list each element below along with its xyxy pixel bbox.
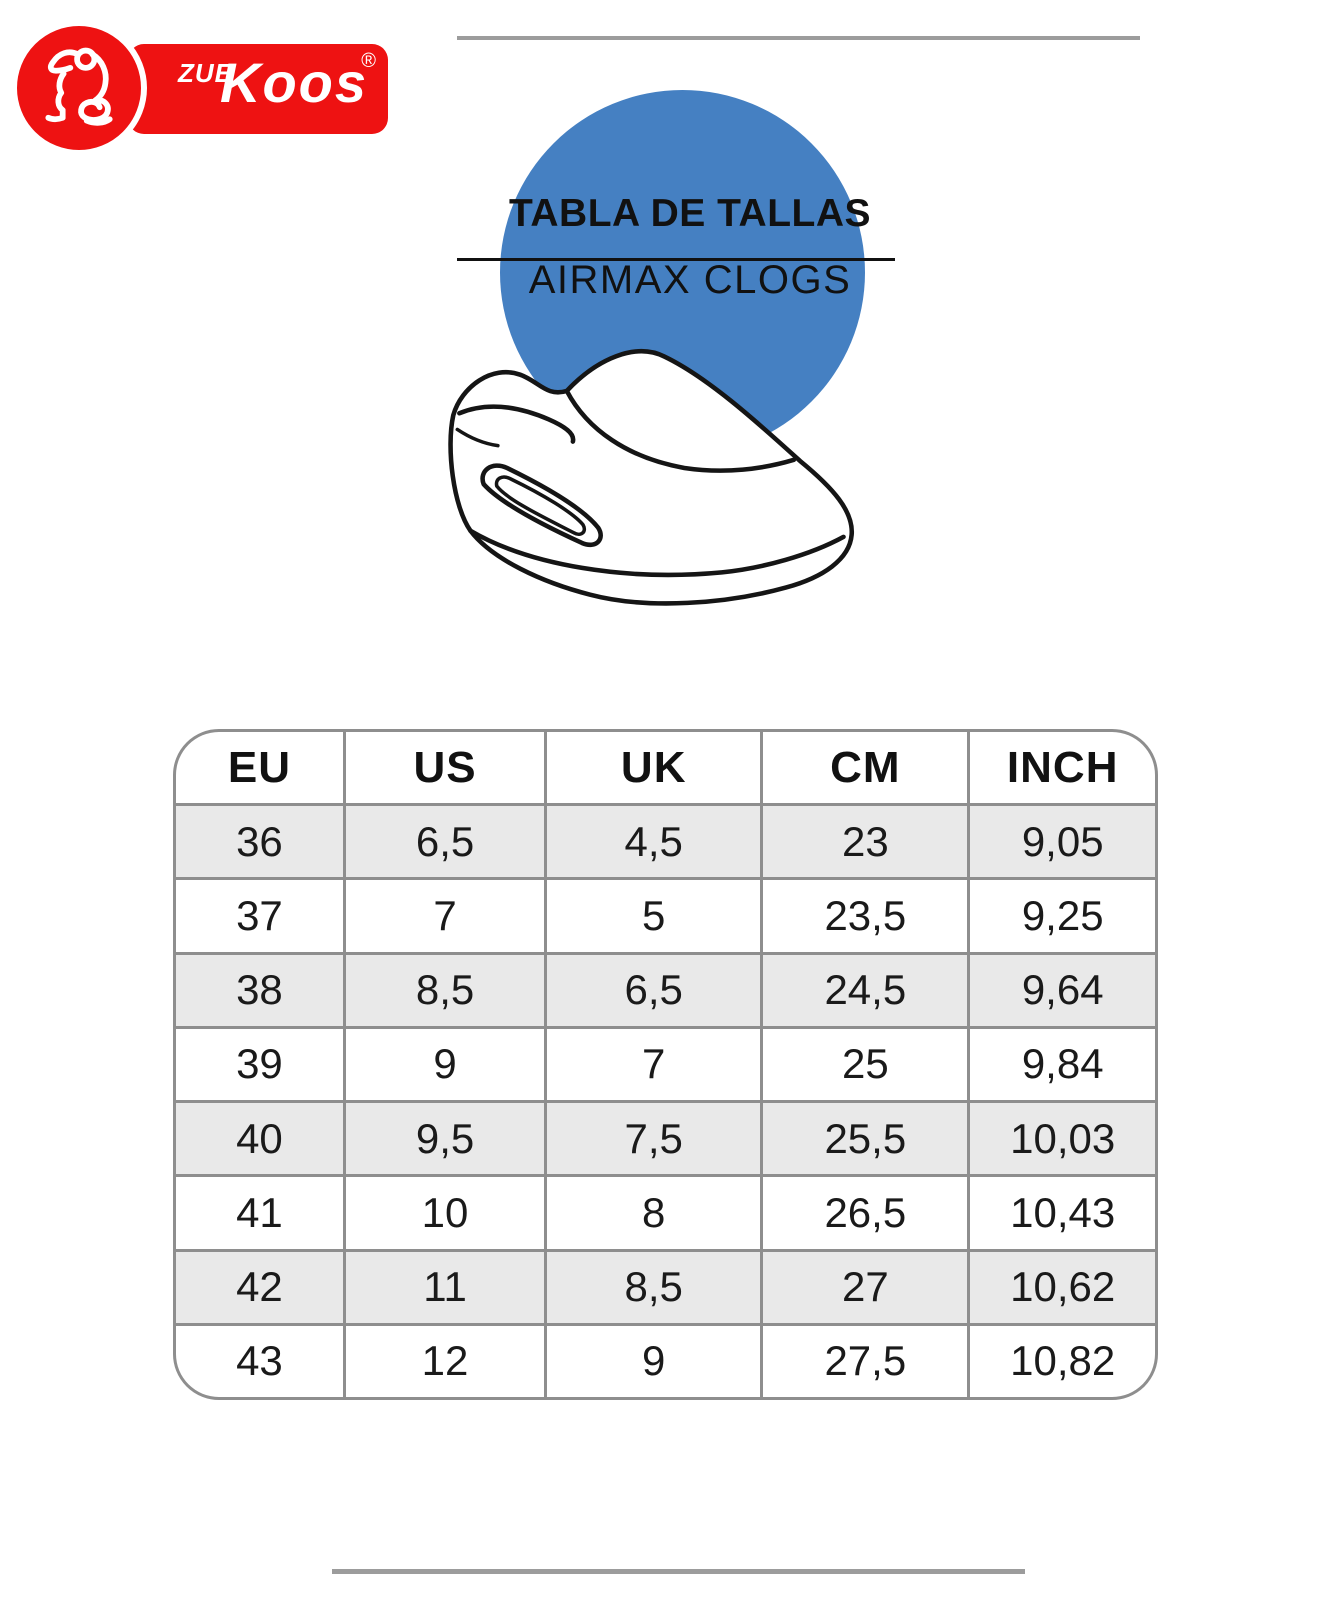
- table-header-us: US: [345, 732, 545, 804]
- size-cell: 9: [345, 1028, 545, 1101]
- size-cell: 12: [345, 1325, 545, 1397]
- logo-circle: [11, 20, 147, 156]
- size-cell: 5: [547, 880, 761, 952]
- title-divider: [457, 258, 895, 261]
- size-cell: 7: [547, 1028, 761, 1101]
- size-cell: 23,5: [763, 880, 968, 952]
- size-cell: 7: [345, 880, 545, 952]
- size-cell: 38: [176, 954, 343, 1026]
- size-cell: 43: [176, 1325, 343, 1397]
- size-cell: 11: [345, 1251, 545, 1323]
- page-subtitle: AIRMAX CLOGS: [528, 258, 852, 302]
- table-header-uk: UK: [547, 732, 761, 804]
- size-cell: 42: [176, 1251, 343, 1323]
- size-cell: 9,25: [970, 880, 1155, 952]
- size-cell: 10,82: [970, 1325, 1155, 1397]
- size-cell: 39: [176, 1028, 343, 1101]
- size-cell: 36: [176, 806, 343, 878]
- table-header-inch: INCH: [970, 732, 1155, 804]
- size-cell: 6,5: [345, 806, 545, 878]
- size-cell: 10,62: [970, 1251, 1155, 1323]
- clog-illustration: [448, 349, 854, 606]
- size-cell: 10,03: [970, 1103, 1155, 1175]
- top-divider: [457, 36, 1140, 40]
- brand-name: Koos: [220, 51, 368, 114]
- size-cell: 10: [345, 1177, 545, 1249]
- size-cell: 25: [763, 1028, 968, 1101]
- size-cell: 9,5: [345, 1103, 545, 1175]
- table-header-cm: CM: [763, 732, 968, 804]
- logo-badge: ZUE Koos ®: [128, 44, 388, 134]
- size-cell: 10,43: [970, 1177, 1155, 1249]
- size-cell: 40: [176, 1103, 343, 1175]
- size-cell: 23: [763, 806, 968, 878]
- page-title: TABLA DE TALLAS: [508, 192, 872, 235]
- hero-title-block: TABLA DE TALLAS AIRMAX CLOGS: [400, 194, 980, 300]
- size-cell: 9,64: [970, 954, 1155, 1026]
- table-header-eu: EU: [176, 732, 343, 804]
- size-cell: 9,05: [970, 806, 1155, 878]
- size-cell: 8: [547, 1177, 761, 1249]
- size-cell: 27,5: [763, 1325, 968, 1397]
- size-cell: 25,5: [763, 1103, 968, 1175]
- size-cell: 26,5: [763, 1177, 968, 1249]
- size-cell: 6,5: [547, 954, 761, 1026]
- size-cell: 9: [547, 1325, 761, 1397]
- size-cell: 7,5: [547, 1103, 761, 1175]
- size-cell: 41: [176, 1177, 343, 1249]
- size-cell: 37: [176, 880, 343, 952]
- size-cell: 8,5: [547, 1251, 761, 1323]
- registered-trademark: ®: [361, 50, 376, 72]
- brand-prefix: ZUE: [178, 58, 233, 88]
- frog-icon: [45, 47, 113, 126]
- bottom-divider: [332, 1569, 1025, 1574]
- size-cell: 24,5: [763, 954, 968, 1026]
- size-cell: 4,5: [547, 806, 761, 878]
- size-table: EU US UK CM INCH 36 6,5 4,5 23 9,05 37 7…: [173, 729, 1158, 1400]
- size-cell: 27: [763, 1251, 968, 1323]
- size-cell: 9,84: [970, 1028, 1155, 1101]
- size-cell: 8,5: [345, 954, 545, 1026]
